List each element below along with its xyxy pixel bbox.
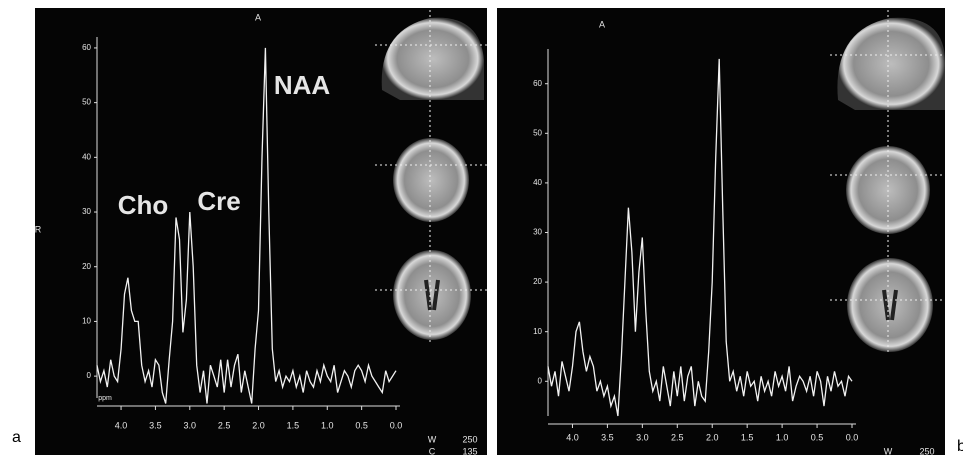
x-tick-label: 0.0 bbox=[846, 432, 859, 442]
annotation: A bbox=[255, 12, 261, 22]
x-tick-label: 0.0 bbox=[390, 420, 403, 430]
x-tick-label: 1.5 bbox=[741, 432, 754, 442]
y-tick-label: 10 bbox=[533, 327, 542, 336]
y-tick-label: 0 bbox=[87, 371, 92, 380]
x-tick-label: 0.5 bbox=[355, 420, 368, 430]
x-tick-label: 2.5 bbox=[671, 432, 684, 442]
y-tick-label: 20 bbox=[82, 262, 91, 271]
x-tick-label: 3.5 bbox=[601, 432, 614, 442]
x-tick-label: 2.0 bbox=[252, 420, 265, 430]
annotation: 135 bbox=[462, 446, 477, 456]
x-tick-label: 3.0 bbox=[184, 420, 197, 430]
x-tick-label: 4.0 bbox=[566, 432, 579, 442]
x-tick-label: 1.0 bbox=[321, 420, 334, 430]
annotation: 250 bbox=[462, 434, 477, 444]
annotation: W bbox=[428, 434, 437, 444]
annotation: C bbox=[429, 446, 436, 456]
x-tick-label: 1.5 bbox=[287, 420, 300, 430]
y-tick-label: 30 bbox=[533, 228, 542, 237]
y-tick-label: 0 bbox=[538, 376, 543, 385]
annotation: R bbox=[35, 224, 42, 234]
y-tick-label: 60 bbox=[82, 43, 91, 52]
coronal-image bbox=[393, 138, 469, 222]
figure: 0 10 20 30 40 50 60 4.0 3.5 3.0 2.5 2.0 1.5 1.0 0.5 0.0… bbox=[0, 0, 963, 459]
page: 0 10 20 30 40 50 60 4.0 3.5 3.0 2.5 2.0 1.5 1.0 0.5 0.0… bbox=[0, 0, 963, 459]
y-tick-label: 50 bbox=[533, 128, 542, 137]
x-tick-label: 1.0 bbox=[776, 432, 789, 442]
peak-label: Cre bbox=[197, 186, 240, 216]
annotation: W bbox=[884, 446, 893, 456]
y-tick-label: 40 bbox=[533, 178, 542, 187]
annotation: 250 bbox=[919, 446, 934, 456]
x-tick-label: 4.0 bbox=[115, 420, 128, 430]
x-tick-label: 0.5 bbox=[811, 432, 824, 442]
x-tick-label: 2.5 bbox=[218, 420, 231, 430]
y-tick-label: 60 bbox=[533, 79, 542, 88]
x-tick-label: 3.0 bbox=[636, 432, 649, 442]
y-tick-label: 40 bbox=[82, 152, 91, 161]
x-tick-label: 3.5 bbox=[149, 420, 162, 430]
y-tick-label: 50 bbox=[82, 98, 91, 107]
axial-image bbox=[393, 250, 471, 340]
peak-label: Cho bbox=[118, 190, 169, 220]
annotation: ppm bbox=[98, 395, 112, 402]
peak-label: NAA bbox=[274, 70, 331, 100]
y-tick-label: 30 bbox=[82, 207, 91, 216]
x-tick-label: 2.0 bbox=[706, 432, 719, 442]
y-tick-label: 10 bbox=[82, 317, 91, 326]
axial-image bbox=[847, 258, 933, 352]
annotation: A bbox=[599, 19, 605, 29]
y-tick-label: 20 bbox=[533, 277, 542, 286]
panel-label: b bbox=[957, 438, 963, 455]
panel-label: a bbox=[12, 429, 21, 446]
